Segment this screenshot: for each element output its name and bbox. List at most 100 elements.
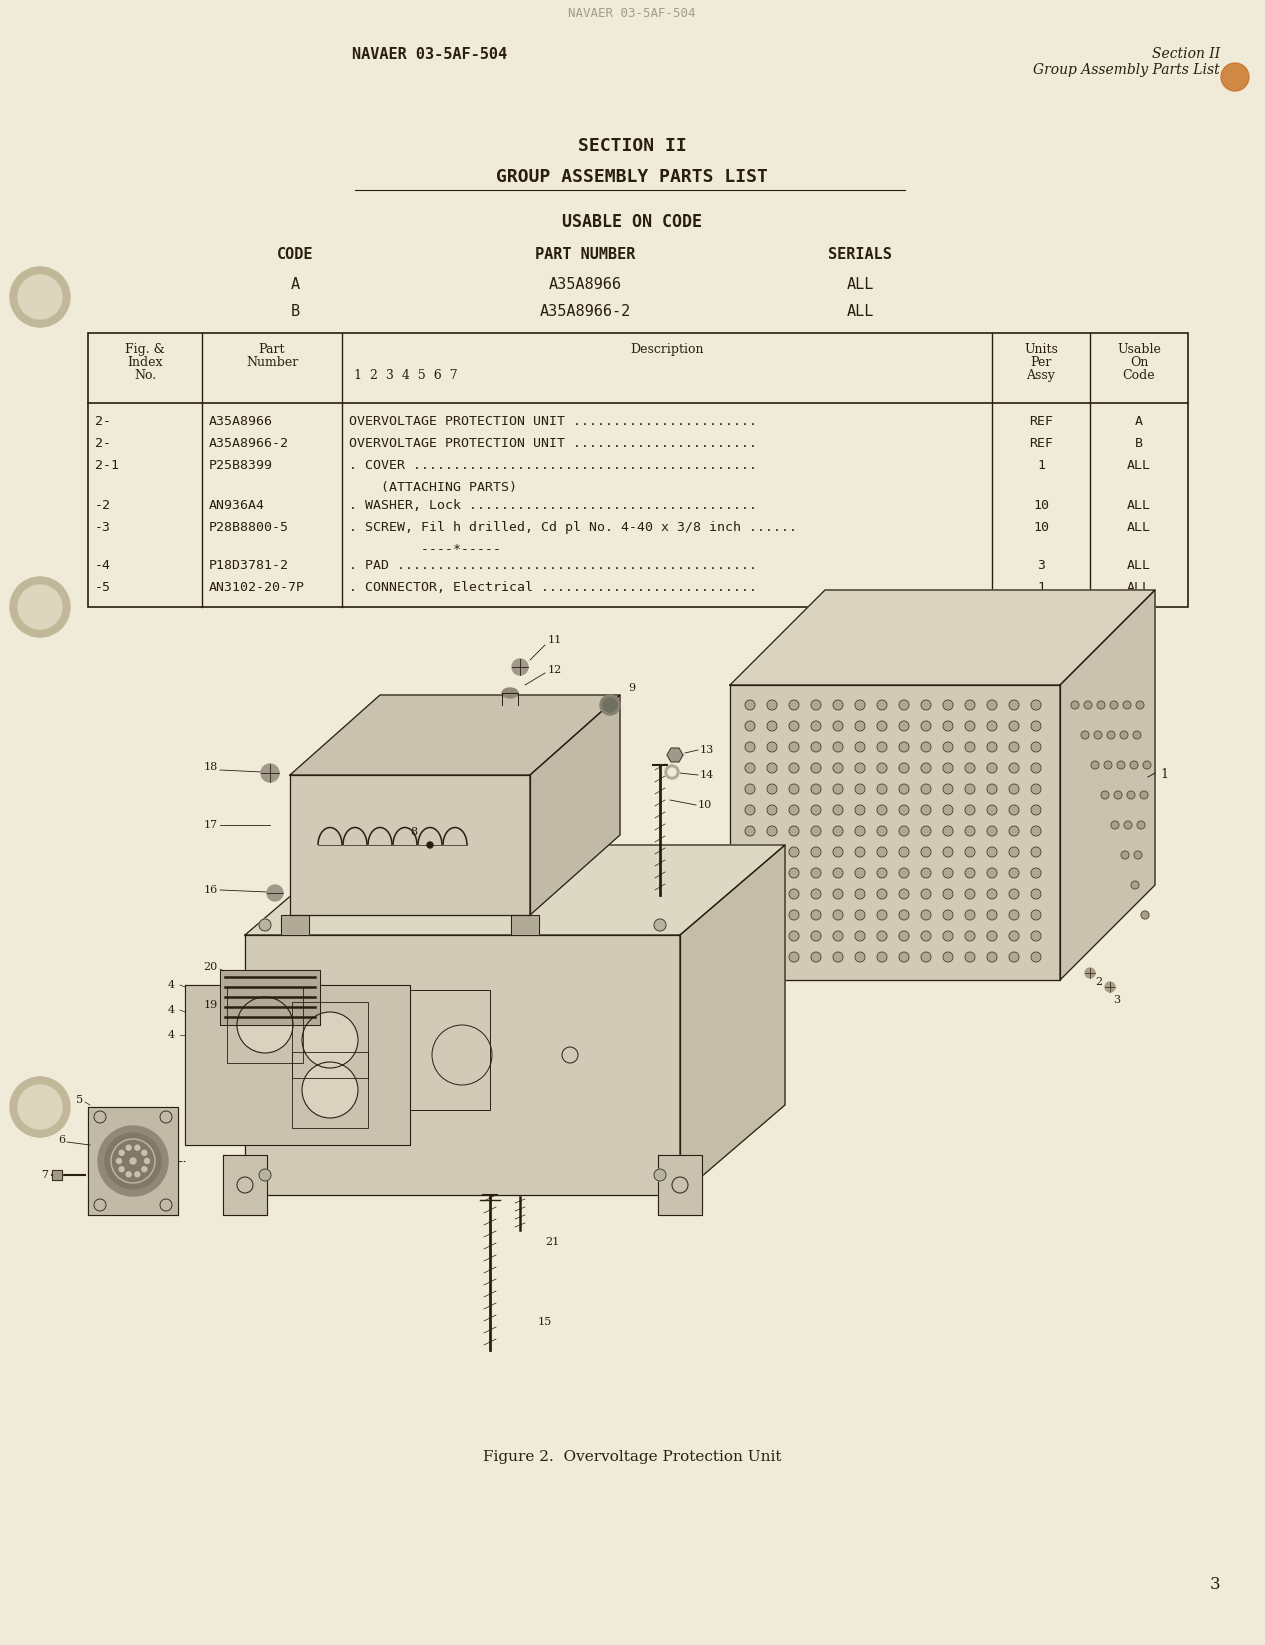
- Text: Index: Index: [128, 355, 163, 368]
- Circle shape: [745, 910, 755, 920]
- Circle shape: [1137, 821, 1145, 829]
- Circle shape: [811, 742, 821, 752]
- Circle shape: [789, 701, 799, 711]
- Circle shape: [877, 952, 887, 962]
- Text: Group Assembly Parts List: Group Assembly Parts List: [1034, 63, 1219, 77]
- Text: 3: 3: [1037, 559, 1045, 572]
- Text: 9: 9: [627, 683, 635, 693]
- Circle shape: [767, 888, 777, 900]
- Circle shape: [832, 804, 842, 814]
- Circle shape: [745, 847, 755, 857]
- Text: 4: 4: [168, 1005, 175, 1015]
- Circle shape: [965, 826, 975, 836]
- Circle shape: [1009, 742, 1020, 752]
- Text: 2-1: 2-1: [95, 459, 119, 472]
- Text: 2-: 2-: [95, 415, 111, 428]
- Circle shape: [811, 952, 821, 962]
- Circle shape: [18, 275, 62, 319]
- Circle shape: [259, 920, 271, 931]
- Text: 16: 16: [204, 885, 218, 895]
- Circle shape: [1144, 762, 1151, 768]
- Text: A35A8966: A35A8966: [209, 415, 273, 428]
- Text: -5: -5: [95, 581, 111, 594]
- Circle shape: [767, 847, 777, 857]
- Circle shape: [855, 952, 865, 962]
- Text: Per: Per: [1030, 355, 1051, 368]
- Polygon shape: [185, 985, 410, 1145]
- Text: 21: 21: [545, 1237, 559, 1247]
- Circle shape: [1130, 762, 1138, 768]
- Circle shape: [130, 1158, 137, 1165]
- Circle shape: [811, 869, 821, 878]
- Circle shape: [1031, 869, 1041, 878]
- Circle shape: [745, 826, 755, 836]
- Text: 10: 10: [698, 799, 712, 809]
- Circle shape: [1107, 730, 1114, 739]
- Circle shape: [767, 721, 777, 730]
- Circle shape: [942, 847, 953, 857]
- Polygon shape: [290, 775, 530, 915]
- Circle shape: [1121, 850, 1128, 859]
- Text: A35A8966-2: A35A8966-2: [539, 304, 631, 319]
- Circle shape: [899, 804, 910, 814]
- Circle shape: [942, 763, 953, 773]
- Circle shape: [1031, 826, 1041, 836]
- Text: USABLE ON CODE: USABLE ON CODE: [562, 212, 702, 230]
- Text: On: On: [1130, 355, 1149, 368]
- Circle shape: [1071, 701, 1079, 709]
- Circle shape: [665, 765, 679, 780]
- Polygon shape: [223, 1155, 267, 1216]
- Text: 1: 1: [1160, 768, 1168, 781]
- Circle shape: [745, 888, 755, 900]
- Circle shape: [745, 721, 755, 730]
- Circle shape: [921, 742, 931, 752]
- Circle shape: [1082, 730, 1089, 739]
- Circle shape: [767, 804, 777, 814]
- Text: Usable: Usable: [1117, 344, 1161, 355]
- Text: NAVAER 03-5AF-504: NAVAER 03-5AF-504: [568, 7, 696, 20]
- Text: 1  2  3  4  5  6  7: 1 2 3 4 5 6 7: [354, 368, 458, 382]
- Circle shape: [1133, 730, 1141, 739]
- Circle shape: [855, 888, 865, 900]
- Circle shape: [899, 785, 910, 795]
- Circle shape: [832, 952, 842, 962]
- Circle shape: [1031, 888, 1041, 900]
- Circle shape: [1031, 721, 1041, 730]
- Circle shape: [855, 910, 865, 920]
- Circle shape: [987, 742, 997, 752]
- Circle shape: [1009, 826, 1020, 836]
- Circle shape: [965, 742, 975, 752]
- Circle shape: [921, 701, 931, 711]
- Bar: [52, 1170, 62, 1179]
- Circle shape: [135, 1145, 140, 1150]
- Circle shape: [987, 888, 997, 900]
- Circle shape: [1031, 804, 1041, 814]
- Circle shape: [789, 826, 799, 836]
- Circle shape: [942, 721, 953, 730]
- Circle shape: [942, 888, 953, 900]
- Circle shape: [965, 931, 975, 941]
- Circle shape: [921, 804, 931, 814]
- Circle shape: [1031, 701, 1041, 711]
- Text: 3: 3: [1209, 1576, 1219, 1592]
- Circle shape: [877, 763, 887, 773]
- Circle shape: [877, 869, 887, 878]
- Circle shape: [789, 869, 799, 878]
- Circle shape: [789, 888, 799, 900]
- Bar: [511, 915, 539, 934]
- Circle shape: [899, 847, 910, 857]
- Polygon shape: [245, 846, 786, 934]
- Circle shape: [789, 763, 799, 773]
- Circle shape: [832, 701, 842, 711]
- Text: 8: 8: [410, 827, 417, 837]
- Circle shape: [142, 1166, 147, 1171]
- Circle shape: [899, 763, 910, 773]
- Circle shape: [832, 847, 842, 857]
- Circle shape: [1009, 785, 1020, 795]
- Circle shape: [921, 847, 931, 857]
- Text: ALL: ALL: [1127, 521, 1151, 535]
- Text: A: A: [1135, 415, 1144, 428]
- Circle shape: [126, 1171, 132, 1176]
- Circle shape: [877, 888, 887, 900]
- Circle shape: [965, 888, 975, 900]
